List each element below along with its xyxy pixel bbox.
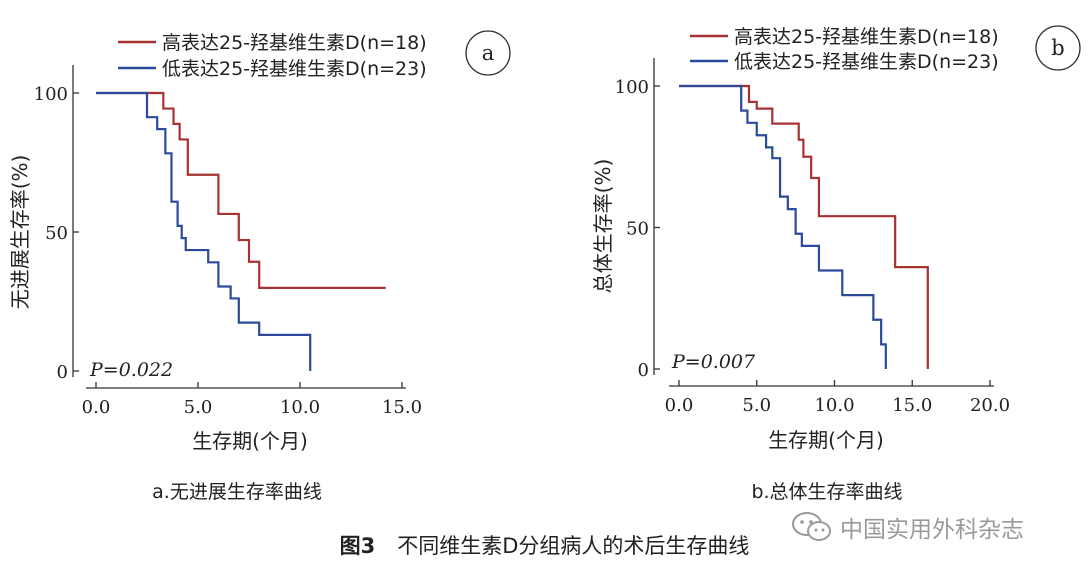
panel-letter: a: [482, 41, 495, 65]
figure-caption: 图3 不同维生素D分组病人的术后生存曲线: [0, 530, 1089, 560]
figure-title: 不同维生素D分组病人的术后生存曲线: [397, 534, 750, 558]
series-line-low: [96, 91, 312, 371]
watermark-text: 中国实用外科杂志: [840, 517, 1024, 543]
x-tick-label: 5.0: [184, 397, 213, 418]
y-tick-label: 50: [45, 223, 68, 244]
panel-caption: b.总体生存率曲线: [751, 481, 902, 503]
figure-number: 图3: [339, 534, 376, 558]
x-axis-label: 生存期(个月): [192, 429, 308, 453]
legend-label: 高表达25-羟基维生素D(n=18): [162, 32, 427, 54]
p-value-annotation: P=0.007: [671, 351, 756, 373]
chart-panel-b: 0.0 5.0 10.0 15.0 20.0 0 50 100 高表达25-羟基维生素D(n=1…: [591, 25, 1081, 503]
y-axis-label: 总体生存率(%): [591, 159, 615, 294]
legend-label: 高表达25-羟基维生素D(n=18): [734, 26, 999, 48]
watermark: 中国实用外科杂志: [790, 510, 1024, 544]
x-axis-label: 生存期(个月): [768, 428, 884, 452]
legend-label: 低表达25-羟基维生素D(n=23): [162, 58, 427, 80]
x-tick-label: 0.0: [665, 395, 694, 416]
x-tick-label: 20.0: [970, 395, 1010, 416]
legend-label: 低表达25-羟基维生素D(n=23): [734, 51, 999, 73]
x-tick-label: 10.0: [280, 397, 320, 418]
p-value-annotation: P=0.022: [89, 359, 173, 381]
y-tick-label: 100: [34, 84, 68, 105]
panel-letter: b: [1051, 36, 1064, 60]
y-tick-label: 0: [57, 362, 68, 383]
panel-letter-circle: [465, 30, 511, 76]
y-axis-label: 无进展生存率(%): [8, 155, 32, 310]
x-tick-label: 5.0: [742, 395, 771, 416]
panel-caption: a.无进展生存率曲线: [152, 481, 322, 503]
y-tick-label: 100: [615, 77, 649, 98]
x-tick-label: 10.0: [814, 395, 854, 416]
x-tick-label: 15.0: [892, 395, 932, 416]
x-tick-label: 15.0: [382, 397, 422, 418]
panel-letter-circle: [1035, 25, 1081, 71]
series-line-low: [679, 84, 887, 369]
series-line-high: [96, 91, 386, 289]
series-line-high: [679, 84, 929, 369]
y-tick-label: 0: [638, 360, 649, 381]
x-tick-label: 0.0: [82, 397, 111, 418]
chart-panel-a: 0.0 5.0 10.0 15.0 0 50 100 高表达25-羟基维生素D(n=18) 低表…: [8, 30, 511, 503]
y-tick-label: 50: [626, 219, 649, 240]
wechat-icon: [792, 512, 831, 541]
